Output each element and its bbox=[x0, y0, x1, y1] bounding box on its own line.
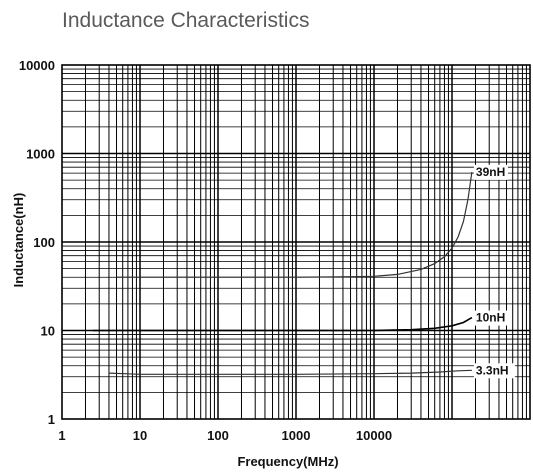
x-tick-label: 100 bbox=[207, 428, 229, 443]
series-labels: 39nH 10nH 3.3nH bbox=[473, 164, 515, 379]
y-tick-label: 10 bbox=[41, 324, 55, 339]
series-label: 39nH bbox=[476, 165, 505, 179]
x-axis-label: Frequency(MHz) bbox=[237, 454, 338, 469]
y-tick-label: 10000 bbox=[19, 58, 55, 73]
x-tick-label: 1000 bbox=[282, 428, 311, 443]
series-label: 10nH bbox=[476, 311, 505, 325]
y-axis-label: Inductance(nH) bbox=[11, 193, 26, 288]
grid bbox=[62, 65, 530, 419]
series-line-10nH bbox=[93, 316, 473, 332]
chart-title: Inductance Characteristics bbox=[62, 9, 309, 32]
series-group bbox=[93, 171, 473, 375]
series-line-39nH bbox=[116, 171, 473, 278]
y-tick-label: 1 bbox=[48, 412, 55, 427]
series-label: 3.3nH bbox=[476, 363, 509, 377]
y-tick-labels: 1 10 100 1000 10000 bbox=[19, 58, 55, 427]
series-label-bg bbox=[473, 164, 508, 180]
y-tick-label: 1000 bbox=[26, 147, 55, 162]
x-tick-label: 1 bbox=[58, 428, 65, 443]
series-label-bg bbox=[473, 363, 515, 379]
x-tick-label: 10 bbox=[133, 428, 147, 443]
x-tick-label: 10000 bbox=[356, 428, 392, 443]
series-line-3-3nH bbox=[108, 369, 472, 375]
plot-frame bbox=[61, 64, 531, 420]
y-tick-label: 100 bbox=[33, 235, 55, 250]
series-label-bg bbox=[473, 310, 508, 326]
x-tick-labels: 1 10 100 1000 10000 bbox=[58, 428, 392, 443]
